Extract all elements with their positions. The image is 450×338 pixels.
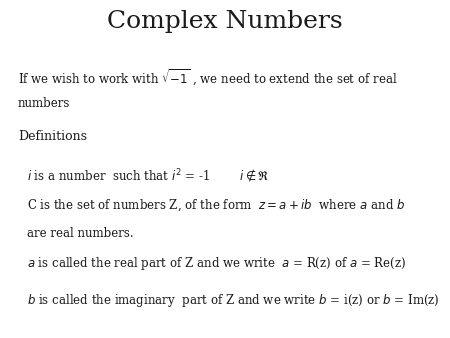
Text: If we wish to work with $\sqrt{-1}$ , we need to extend the set of real: If we wish to work with $\sqrt{-1}$ , we… (18, 68, 397, 88)
Text: are real numbers.: are real numbers. (27, 227, 134, 240)
Text: Complex Numbers: Complex Numbers (107, 10, 343, 33)
Text: $a$ is called the real part of Z and we write  $a$ = R(z) of $a$ = Re(z): $a$ is called the real part of Z and we … (27, 255, 406, 272)
Text: $b$ is called the imaginary  part of Z and we write $b$ = i(z) or $b$ = Im(z): $b$ is called the imaginary part of Z an… (27, 292, 440, 309)
Text: C is the set of numbers Z, of the form  $z=a+ib$  where $a$ and $b$: C is the set of numbers Z, of the form $… (27, 198, 405, 213)
Text: $i$ is a number  such that $i^2$ = -1        $i \notin \mathfrak{R}$: $i$ is a number such that $i^2$ = -1 $i … (27, 167, 270, 185)
Text: Definitions: Definitions (18, 130, 87, 143)
Text: numbers: numbers (18, 97, 70, 110)
